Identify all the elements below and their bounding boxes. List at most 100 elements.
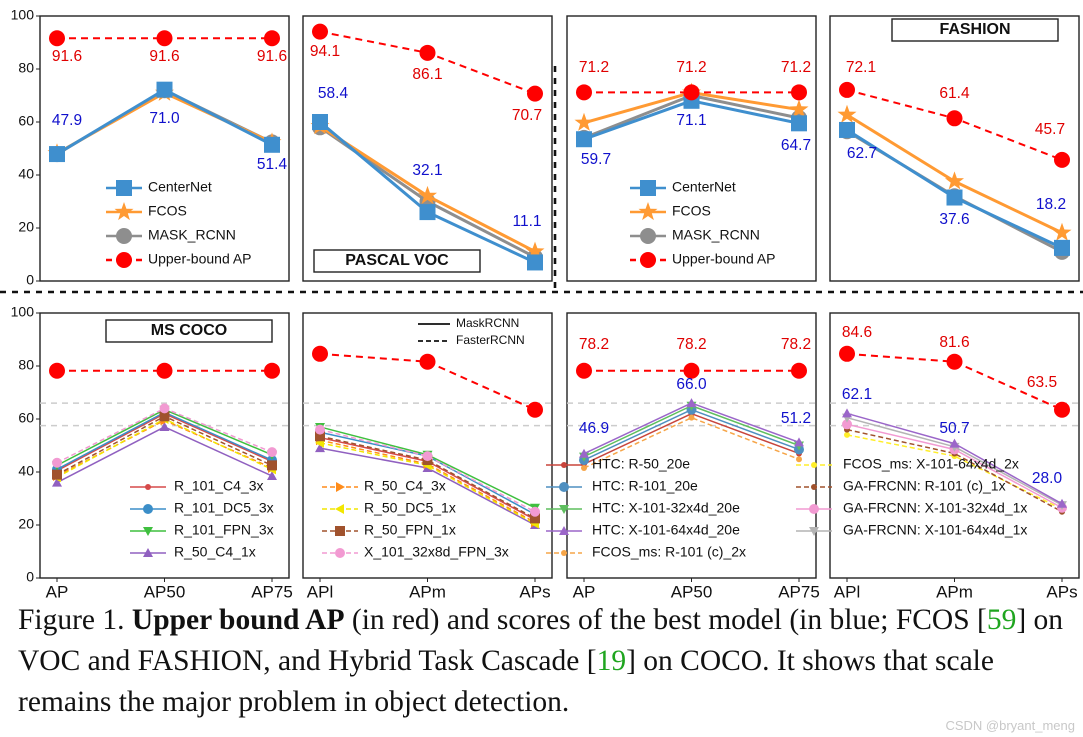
- series-4-point-0: [842, 408, 852, 418]
- best-label-1: 71.1: [676, 112, 706, 129]
- upper-label-0: 78.2: [579, 336, 609, 353]
- series-0-point-1: [419, 204, 436, 221]
- series-upper-point-1: [156, 362, 173, 379]
- legend-label: MASK_RCNN: [672, 227, 760, 243]
- legend-marker: [811, 484, 817, 490]
- series-6-line: [319, 435, 536, 520]
- legend-label: R_50_FPN_1x: [364, 522, 456, 538]
- y-tick-label: 40: [18, 463, 34, 479]
- x-tick-label: APm: [409, 582, 446, 600]
- legend-label: HTC: R-101_20e: [592, 478, 698, 494]
- series-0-point-0: [49, 146, 65, 163]
- series-3-point-2: [267, 470, 277, 480]
- series-1-point-1: [418, 185, 437, 204]
- x-tick-label: APl: [834, 582, 860, 600]
- y-tick-label: 80: [18, 357, 34, 373]
- series-7-point-0: [52, 457, 62, 468]
- legend-label: Upper-bound AP: [672, 251, 776, 267]
- best-label-0: 62.1: [842, 386, 872, 403]
- best-label-2: 51.2: [781, 410, 811, 427]
- legend-label: Upper-bound AP: [148, 251, 252, 267]
- y-tick-label: 20: [18, 516, 34, 532]
- legend-marker: [640, 180, 656, 196]
- series-0-point-1: [156, 81, 173, 98]
- panel-title-box: [105, 319, 273, 343]
- series-upper-point-2: [791, 362, 807, 379]
- series-0-point-0: [312, 114, 328, 130]
- legend-label: R_101_DC5_3x: [174, 500, 274, 516]
- best-label-1: 37.6: [939, 211, 969, 228]
- legend-label: R_50_C4_3x: [364, 478, 446, 494]
- series-upper-point-2: [264, 30, 280, 47]
- caption-part3: ] on COCO. It shows that scale remains t…: [18, 645, 994, 718]
- caption-ref-19[interactable]: 19: [596, 645, 627, 677]
- x-tick-label: AP: [46, 582, 69, 600]
- upper-label-0: 84.6: [842, 324, 872, 341]
- chart-coco-scale-mmdet: APl APm APs MaskRCNN FasterRCNN R_50_C4_3x R_5…: [302, 312, 553, 600]
- upper-label-0: 94.1: [310, 43, 340, 60]
- x-tick-label: AP50: [144, 582, 186, 600]
- best-label-1: 71.0: [149, 110, 180, 127]
- legend-marker: [336, 482, 345, 492]
- series-1-point-0: [837, 104, 857, 123]
- legend-marker: [145, 484, 151, 490]
- caption-ref-59[interactable]: 59: [986, 604, 1017, 636]
- legend-label: R_50_DC5_1x: [364, 500, 456, 516]
- upper-label-2: 71.2: [781, 59, 811, 76]
- series-6-point-2: [267, 460, 277, 471]
- panel-title-box: [313, 249, 481, 273]
- series-1-point-0: [574, 112, 594, 131]
- series-3-point-1: [686, 398, 697, 408]
- plot-frame: [302, 312, 553, 579]
- best-label-0: 62.7: [847, 145, 877, 162]
- series-upper-point-0: [312, 23, 328, 40]
- chart-coco-ap-mmdet: 0 20 40 60 80 100 AP AP50 AP75 MS COCO R_101_C4_3x…: [11, 304, 293, 600]
- series-0-point-2: [527, 254, 543, 271]
- series-upper-point-1: [156, 30, 173, 47]
- legend-label: X_101_32x8d_FPN_3x: [364, 544, 509, 560]
- legend-label: FCOS_ms: R-101 (c)_2x: [592, 544, 746, 560]
- y-tick-label: 0: [26, 272, 34, 288]
- best-label-0: 59.7: [581, 151, 611, 168]
- series-0-point-0: [839, 121, 855, 138]
- series-5-line: [319, 442, 536, 525]
- legend-label: HTC: R-50_20e: [592, 456, 690, 472]
- series-6-point-2: [530, 513, 540, 524]
- series-3-point-0: [315, 443, 325, 453]
- series-0-point-0: [576, 131, 592, 148]
- upper-label-0: 91.6: [52, 48, 82, 65]
- best-label-2: 51.4: [257, 156, 288, 173]
- series-1-point-1: [945, 171, 964, 190]
- series-upper-point-1: [946, 353, 963, 370]
- series-3-point-1: [159, 421, 170, 431]
- series-0-point-2: [791, 115, 807, 132]
- best-label-0: 58.4: [318, 85, 349, 102]
- series-0-point-2: [1054, 239, 1070, 256]
- series-7-point-1: [422, 451, 433, 462]
- figure-canvas: 0 20 40 60 80 100 91.6 91.6 91.6 47.9 71.0 51.4 Cent…: [0, 7, 1083, 600]
- legend-marker: [143, 504, 153, 514]
- y-tick-label: 20: [18, 219, 34, 235]
- panel-title: PASCAL VOC: [345, 252, 449, 269]
- series-upper-point-1: [419, 353, 436, 370]
- legend-marker: [116, 252, 132, 268]
- series-6-point-0: [315, 431, 325, 442]
- series-0-point-2: [264, 136, 280, 153]
- series-upper-line: [319, 352, 536, 411]
- best-label-2: 28.0: [1032, 470, 1063, 487]
- legend-label: GA-FRCNN: X-101-64x4d_1x: [843, 522, 1027, 538]
- panel-title: MS COCO: [151, 322, 227, 339]
- series-upper-point-0: [312, 345, 328, 362]
- x-tick-label: AP75: [251, 582, 293, 600]
- series-0-line: [846, 434, 1063, 510]
- legend-marker: [561, 550, 567, 556]
- y-tick-label: 60: [18, 113, 34, 129]
- plot-frame: [829, 15, 1080, 282]
- upper-label-1: 71.2: [676, 59, 706, 76]
- series-4-point-1: [949, 438, 960, 448]
- series-6-point-1: [159, 411, 170, 422]
- legend-label: CenterNet: [672, 179, 736, 195]
- series-upper-point-2: [1054, 401, 1070, 418]
- upper-label-0: 72.1: [846, 59, 876, 76]
- legend-label: FCOS: [148, 203, 187, 219]
